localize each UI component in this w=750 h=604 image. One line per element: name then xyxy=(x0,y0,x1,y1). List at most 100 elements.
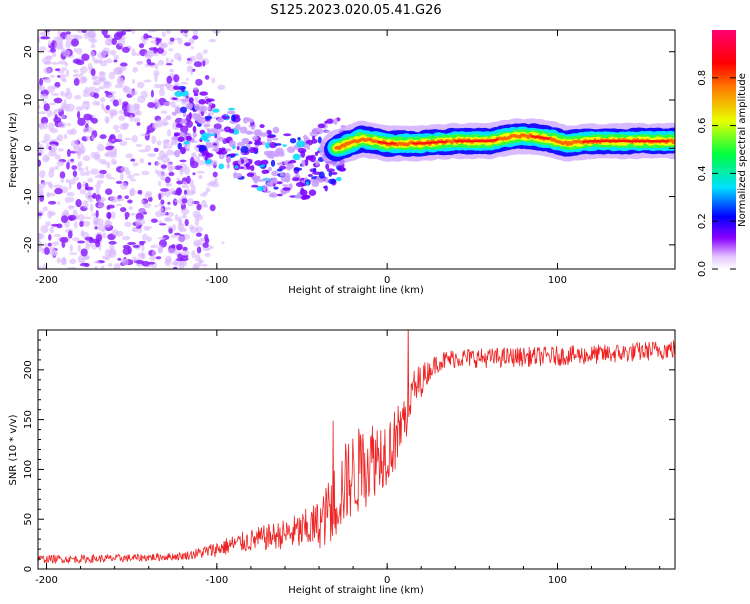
spectrogram-blob xyxy=(57,121,67,129)
spectrogram-blob xyxy=(42,100,48,105)
spectrogram-blob xyxy=(51,92,60,96)
spectrogram-blob xyxy=(38,212,43,216)
spectrogram-blob xyxy=(105,104,110,111)
spectrogram-blob xyxy=(48,234,52,241)
spectrogram-blob xyxy=(196,203,202,211)
spectrogram-blob xyxy=(100,265,105,269)
spectrogram-blob xyxy=(82,256,90,261)
spectrogram-blob xyxy=(69,244,73,253)
spectrogram-blob xyxy=(59,91,65,95)
spectrogram-blob xyxy=(274,143,282,146)
spectrogram-blob xyxy=(134,53,141,56)
spectrogram-blob xyxy=(74,220,78,229)
spectrogram-blob xyxy=(340,167,346,172)
spectrogram-blob xyxy=(205,187,211,193)
spectrogram-ridge-peak xyxy=(411,140,448,145)
spectrogram-blob xyxy=(167,201,171,205)
spectrogram-blob xyxy=(137,218,146,226)
spectrogram-blob xyxy=(132,117,141,123)
spectrogram-blob xyxy=(301,196,307,200)
spectrogram-blob xyxy=(87,177,94,183)
spectrogram-blob xyxy=(163,144,167,150)
spectrogram-blob xyxy=(118,198,124,202)
spectrogram-blob xyxy=(91,56,96,61)
spectrogram-blob xyxy=(243,117,249,124)
spectrogram-blob xyxy=(137,252,145,259)
spectrogram-x-tick-label: -200 xyxy=(35,275,58,286)
spectrogram-blob xyxy=(115,180,123,184)
spectrogram-x-ticks: -200 -100 0 100 xyxy=(35,30,567,286)
spectrogram-blob xyxy=(61,114,66,119)
spectrogram-blob xyxy=(292,177,300,182)
spectrogram-blob xyxy=(158,220,163,224)
spectrogram-blob xyxy=(38,152,42,156)
spectrogram-blob xyxy=(192,152,197,158)
spectrogram-blob xyxy=(98,59,103,63)
spectrogram-blob xyxy=(68,216,74,221)
spectrogram-blob xyxy=(174,91,183,97)
spectrogram-blob xyxy=(261,169,268,174)
spectrogram-blob xyxy=(43,133,51,142)
spectrogram-blob xyxy=(54,108,62,113)
spectrogram-blob xyxy=(245,159,249,164)
spectrogram-blob xyxy=(101,30,108,36)
spectrogram-blob xyxy=(175,123,183,128)
spectrogram-blob xyxy=(150,218,158,223)
spectrogram-blob xyxy=(50,74,55,78)
spectrogram-blob xyxy=(196,171,206,174)
spectrogram-blob xyxy=(111,37,117,46)
spectrogram-blob xyxy=(151,53,160,56)
spectrogram-blob xyxy=(240,146,249,154)
spectrogram-blob xyxy=(328,170,333,177)
spectrogram-blob xyxy=(56,160,64,167)
spectrogram-blob xyxy=(286,146,296,153)
spectrogram-blob xyxy=(176,187,182,195)
spectrogram-blob xyxy=(269,152,277,157)
spectrogram-blob xyxy=(57,70,65,74)
snr-y-tick-label: 150 xyxy=(23,410,34,429)
spectrogram-blob xyxy=(193,30,198,36)
spectrogram-blob xyxy=(142,233,148,241)
spectrogram-blob xyxy=(217,84,226,91)
spectrogram-blob xyxy=(276,181,283,185)
spectrogram-blob xyxy=(162,122,170,126)
spectrogram-blob xyxy=(56,223,63,229)
spectrogram-blob xyxy=(201,152,208,157)
spectrogram-blob xyxy=(282,184,289,187)
spectrogram-blob xyxy=(181,208,190,215)
spectrogram-blob xyxy=(68,179,77,185)
spectrogram-blob xyxy=(293,167,303,171)
spectrogram-blob xyxy=(250,165,255,172)
spectrogram-blob xyxy=(81,53,90,61)
spectrogram-blob xyxy=(49,227,54,234)
spectrogram-blob xyxy=(79,171,87,176)
spectrogram-blob xyxy=(54,165,59,170)
spectrogram-blob xyxy=(160,110,168,114)
spectrogram-blob xyxy=(98,77,104,82)
spectrogram-blob xyxy=(95,210,99,218)
spectrogram-blob xyxy=(196,246,202,254)
spectrogram-blob xyxy=(146,50,154,54)
spectrogram-blob xyxy=(165,115,171,120)
spectrogram-blob xyxy=(80,76,88,83)
spectrogram-blob xyxy=(212,171,218,178)
spectrogram-blob xyxy=(138,208,146,213)
spectrogram-blob xyxy=(83,216,92,220)
spectrogram-blob xyxy=(46,109,53,117)
spectrogram-blob xyxy=(230,153,237,157)
spectrogram-blob xyxy=(163,101,172,106)
spectrogram-blob xyxy=(66,129,74,136)
spectrogram-blob xyxy=(117,257,122,261)
spectrogram-blob xyxy=(194,155,200,163)
spectrogram-blob xyxy=(70,196,74,202)
spectrogram-ridge-peak xyxy=(582,140,670,143)
spectrogram-blob xyxy=(72,69,79,73)
spectrogram-blob xyxy=(194,96,199,104)
spectrogram-blob xyxy=(72,146,79,149)
spectrogram-blob xyxy=(186,175,191,184)
spectrogram-x-axis-label: Height of straight line (km) xyxy=(288,285,424,296)
spectrogram-blob xyxy=(112,124,120,130)
spectrogram-blob xyxy=(325,176,329,184)
spectrogram-blob xyxy=(240,158,245,164)
spectrogram-blob xyxy=(155,210,163,218)
